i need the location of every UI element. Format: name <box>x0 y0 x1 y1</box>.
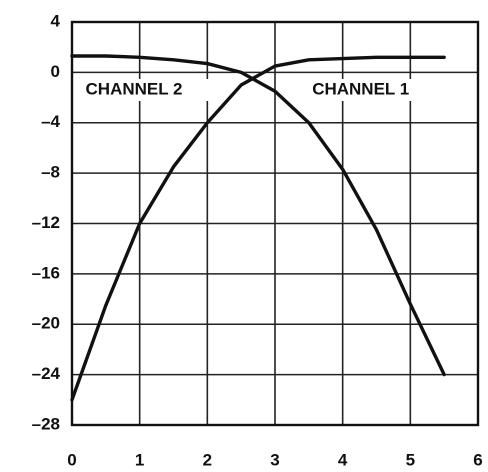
series-label: CHANNEL 1 <box>312 79 409 98</box>
y-tick-label: –16 <box>32 263 60 282</box>
label-background <box>308 79 445 102</box>
y-tick-label: –12 <box>32 213 60 232</box>
x-tick-label: 6 <box>473 450 482 469</box>
line-series <box>70 55 446 402</box>
y-tick-label: 4 <box>51 11 61 30</box>
line-series <box>70 54 446 377</box>
x-tick-label: 5 <box>406 450 415 469</box>
y-tick-label: –4 <box>41 112 60 131</box>
x-tick-label: 2 <box>203 450 212 469</box>
x-tick-label: 3 <box>270 450 279 469</box>
y-tick-label: –8 <box>41 163 60 182</box>
y-tick-label: –28 <box>32 414 60 433</box>
label-background <box>81 79 218 102</box>
y-tick-label: 0 <box>51 62 60 81</box>
x-tick-label: 4 <box>338 450 348 469</box>
x-tick-label: 1 <box>135 450 144 469</box>
plot-frame <box>70 20 480 427</box>
series-label: CHANNEL 2 <box>86 79 183 98</box>
x-tick-label: 0 <box>67 450 76 469</box>
y-tick-label: –20 <box>32 314 60 333</box>
y-tick-label: –24 <box>32 364 61 383</box>
